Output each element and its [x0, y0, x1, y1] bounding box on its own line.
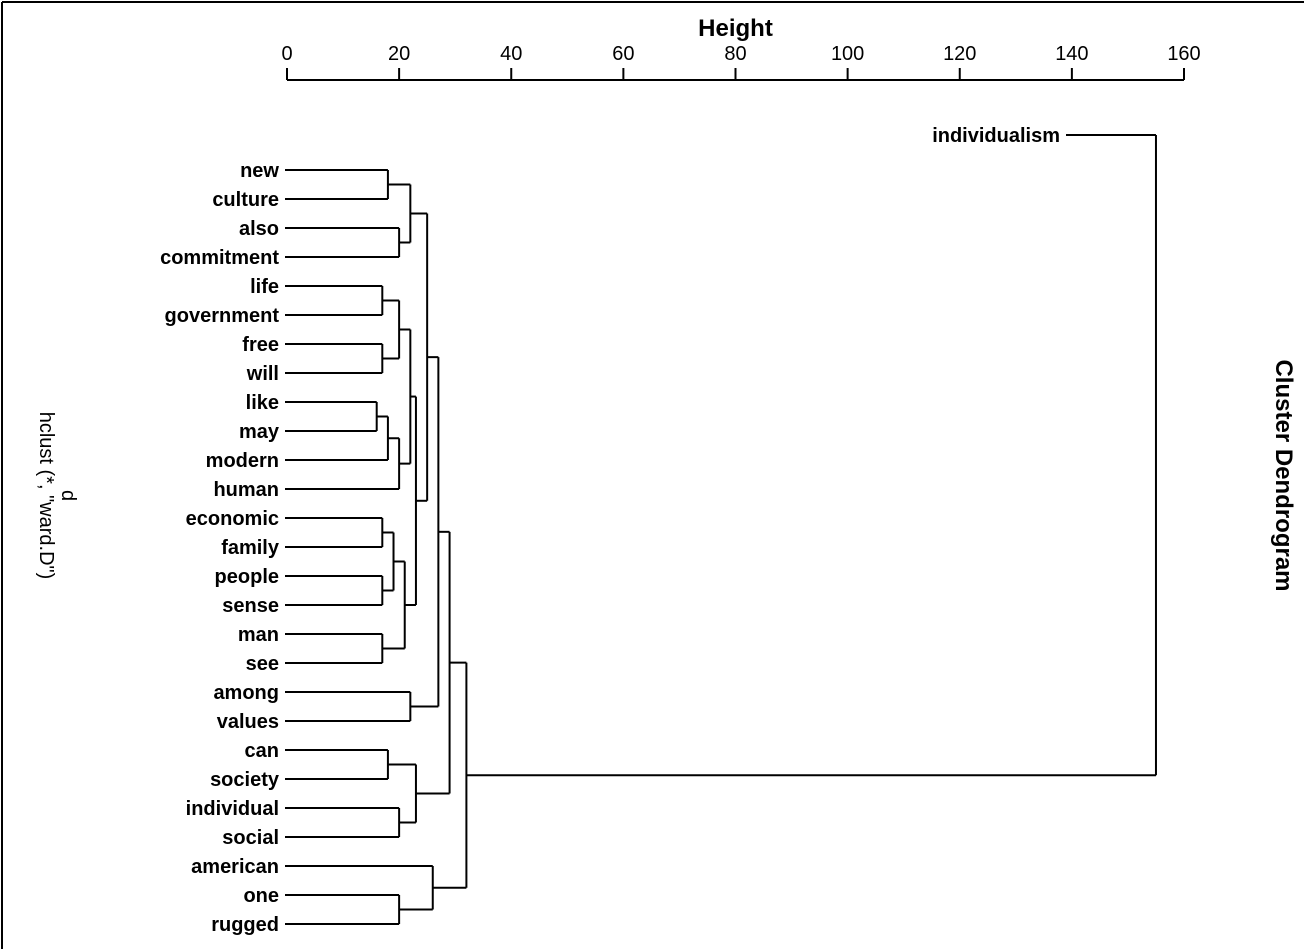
leaf-label: can: [245, 740, 279, 762]
leaf-label: rugged: [211, 914, 279, 936]
leaf-label: free: [242, 334, 279, 356]
leaf-label: see: [246, 653, 279, 675]
leaf-label: new: [240, 160, 279, 182]
axis-tick-label: 40: [500, 43, 522, 65]
axis-tick-label: 0: [281, 43, 292, 65]
leaf-label: social: [222, 827, 279, 849]
leaf-label: individualism: [932, 125, 1060, 147]
leaf-label: modern: [206, 450, 279, 472]
leaf-label: man: [238, 624, 279, 646]
leaf-label: government: [165, 305, 280, 327]
leaf-label: sense: [222, 595, 279, 617]
chart-subtitle-2: hclust (*, "ward.D"): [35, 412, 57, 580]
leaf-label: like: [246, 392, 279, 414]
axis-tick-label: 160: [1167, 43, 1200, 65]
axis-tick-label: 120: [943, 43, 976, 65]
leaf-label: individual: [186, 798, 279, 820]
leaf-label: may: [239, 421, 280, 443]
leaf-label: economic: [186, 508, 279, 530]
leaf-label: american: [191, 856, 279, 878]
leaf-label: values: [217, 711, 279, 733]
axis-tick-label: 140: [1055, 43, 1088, 65]
chart-subtitle-1: d: [57, 490, 79, 501]
dendrogram-svg: Height 0 20 40 60 80 100 120 140 160 individualism…: [0, 0, 1306, 951]
leaf-label: culture: [212, 189, 279, 211]
leaf-label: commitment: [160, 247, 279, 269]
leaf-label: among: [213, 682, 279, 704]
leaf-label: society: [210, 769, 280, 791]
leaf-label: one: [243, 885, 279, 907]
axis-tick-label: 100: [831, 43, 864, 65]
leaf-label: family: [221, 537, 280, 559]
leaf-label: human: [213, 479, 279, 501]
axis-tick-label: 80: [724, 43, 746, 65]
leaf-label: also: [239, 218, 279, 240]
axis-title: Height: [698, 15, 773, 42]
axis-tick-label: 20: [388, 43, 410, 65]
leaf-label: people: [215, 566, 279, 588]
leaf-label: will: [246, 363, 279, 385]
axis-tick-label: 60: [612, 43, 634, 65]
chart-title: Cluster Dendrogram: [1270, 359, 1297, 591]
leaf-label: life: [250, 276, 279, 298]
